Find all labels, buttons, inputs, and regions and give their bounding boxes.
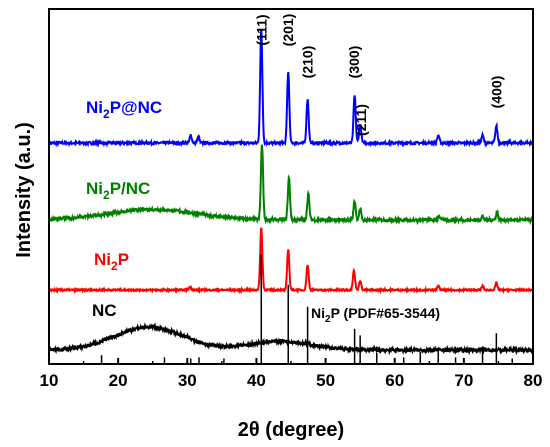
peak-label-2: (210): [300, 46, 316, 79]
peak-label-0: (111): [253, 14, 269, 45]
series-line-0: [48, 30, 534, 148]
reference-label: Ni2P (PDF#65-3544): [311, 305, 440, 325]
x-tick-label-6: 70: [454, 371, 473, 390]
x-tick-label-5: 60: [385, 371, 404, 390]
series-line-2: [48, 227, 534, 295]
x-tick-label-0: 10: [40, 371, 59, 390]
series-label-0: Ni2P@NC: [86, 98, 162, 121]
peak-label-4: (211): [353, 104, 369, 136]
x-tick-label-2: 30: [178, 371, 197, 390]
y-axis-title: Intensity (a.u.): [13, 122, 35, 258]
legend-labels: Ni2P@NC Ni2P/NC Ni2P NC Ni2P (PDF#65-3544): [86, 98, 440, 325]
x-tick-label-4: 50: [316, 371, 335, 390]
plot-area: [48, 30, 534, 364]
x-tick-label-7: 80: [524, 371, 543, 390]
x-tick-label-1: 20: [109, 371, 128, 390]
peak-label-5: (400): [488, 76, 504, 109]
peak-label-3: (300): [346, 46, 362, 79]
peak-label-1: (201): [280, 14, 296, 47]
series-label-3: NC: [92, 301, 117, 320]
x-axis-title: 2θ (degree): [238, 419, 344, 441]
series-line-3: [48, 322, 534, 356]
series-label-1: Ni2P/NC: [86, 179, 150, 202]
series-line-1: [48, 144, 534, 226]
x-axis: 10 20 30 40 50 60 70 80: [40, 358, 543, 390]
x-tick-label-3: 40: [247, 371, 266, 390]
peak-annotations: (111) (201)(210) (300) (211) (400): [253, 14, 504, 136]
series-label-2: Ni2P: [94, 250, 129, 273]
